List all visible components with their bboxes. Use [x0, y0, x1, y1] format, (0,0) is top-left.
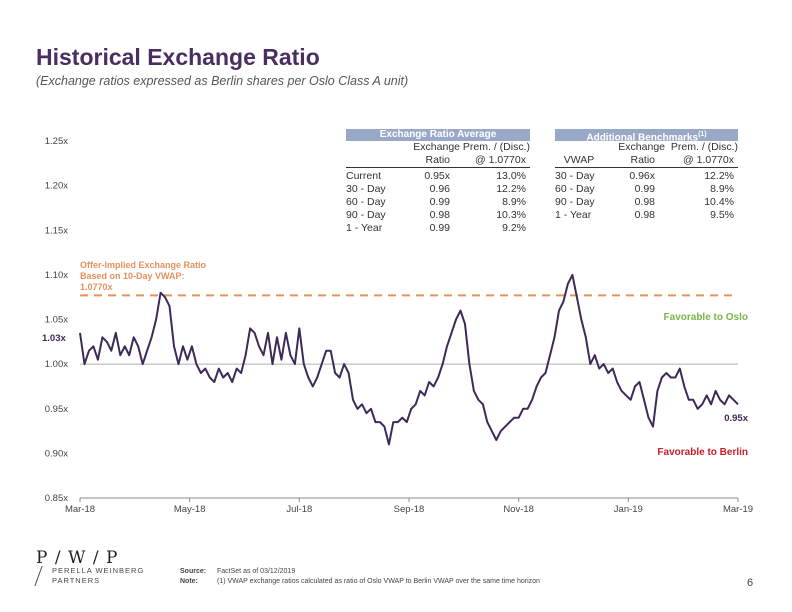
- x-tick-label: May-18: [174, 504, 206, 515]
- avg-ratio: 0.96: [429, 183, 450, 195]
- x-tick-label: Mar-19: [723, 504, 753, 515]
- x-tick-label: Sep-18: [394, 504, 425, 515]
- table-row: 60 - Day 0.99 8.9%: [555, 183, 738, 196]
- page-number: 6: [747, 577, 754, 589]
- exchange-ratio-series-line: [79, 273, 739, 446]
- col-ratio-bottom: Ratio: [630, 154, 655, 166]
- note-label: Note:: [180, 578, 198, 585]
- table-row: 60 - Day 0.99 8.9%: [346, 196, 530, 209]
- start-value-label: 1.03x: [42, 333, 66, 344]
- y-tick-label: 1.05x: [45, 315, 68, 326]
- favorable-to-berlin-label: Favorable to Berlin: [657, 447, 748, 458]
- favorable-to-oslo-label: Favorable to Oslo: [664, 312, 748, 323]
- col-ratio-bottom: Ratio: [425, 154, 450, 166]
- note-text: (1) VWAP exchange ratios calculated as r…: [217, 578, 540, 585]
- avg-prem: 13.0%: [496, 170, 526, 182]
- additional-benchmarks-table: Additional Benchmarks(1) Exchange Prem. …: [555, 129, 738, 222]
- bench-label: 90 - Day: [555, 196, 595, 208]
- avg-ratio: 0.99: [429, 222, 450, 234]
- table-row: 30 - Day 0.96x 12.2%: [555, 170, 738, 183]
- y-tick-label: 0.90x: [45, 448, 68, 459]
- y-tick-label: 1.20x: [45, 181, 68, 192]
- table-row: 90 - Day 0.98 10.3%: [346, 209, 530, 222]
- source-text: FactSet as of 03/12/2019: [217, 568, 296, 575]
- col-prem-top: Prem. / (Disc.): [462, 141, 530, 153]
- avg-prem: 10.3%: [496, 209, 526, 221]
- bench-label: 60 - Day: [555, 183, 595, 195]
- offer-label: Offer-Implied Exchange Ratio: [80, 260, 207, 270]
- bench-prem: 10.4%: [704, 196, 734, 208]
- table-right-heading: Additional Benchmarks(1): [555, 129, 738, 143]
- bench-ratio: 0.99: [634, 183, 655, 195]
- avg-ratio: 0.95x: [424, 170, 450, 182]
- offer-label: Based on 10-Day VWAP:: [80, 271, 185, 281]
- avg-label: 60 - Day: [346, 196, 386, 208]
- avg-ratio: 0.99: [429, 196, 450, 208]
- end-value-label: 0.95x: [724, 413, 748, 424]
- avg-label: 30 - Day: [346, 183, 386, 195]
- firm-name: PERELLA WEINBERG PARTNERS: [52, 566, 145, 585]
- page-title: Historical Exchange Ratio: [36, 44, 320, 70]
- y-tick-label: 0.95x: [45, 404, 68, 415]
- page-subtitle: (Exchange ratios expressed as Berlin sha…: [36, 74, 409, 88]
- y-tick-label: 1.15x: [45, 225, 68, 236]
- x-tick-label: Mar-18: [65, 504, 95, 515]
- avg-prem: 8.9%: [502, 196, 526, 208]
- col-prem-bottom: @ 1.0770x: [475, 154, 526, 166]
- avg-ratio: 0.98: [429, 209, 450, 221]
- col-ratio-top: Exchange: [618, 141, 665, 153]
- avg-label: 1 - Year: [346, 222, 383, 234]
- table-row: Current 0.95x 13.0%: [346, 170, 530, 183]
- bench-ratio: 0.96x: [629, 170, 655, 182]
- avg-label: 90 - Day: [346, 209, 386, 221]
- bench-ratio: 0.98: [634, 196, 655, 208]
- bench-prem: 12.2%: [704, 170, 734, 182]
- y-tick-label: 1.25x: [45, 136, 68, 147]
- offer-label: 1.0770x: [80, 282, 113, 292]
- avg-prem: 12.2%: [496, 183, 526, 195]
- y-tick-label: 1.00x: [45, 359, 68, 370]
- bench-label: 1 - Year: [555, 209, 592, 221]
- y-tick-label: 1.10x: [45, 270, 68, 281]
- exchange-ratio-average-table: Exchange Ratio Average Exchange Prem. / …: [346, 129, 530, 235]
- avg-label: Current: [346, 170, 382, 182]
- avg-prem: 9.2%: [502, 222, 526, 234]
- table-row: 90 - Day 0.98 10.4%: [555, 196, 738, 209]
- bench-ratio: 0.98: [634, 209, 655, 221]
- bench-prem: 9.5%: [710, 209, 734, 221]
- bench-prem: 8.9%: [710, 183, 734, 195]
- pwp-logo: P / W / P: [36, 548, 119, 568]
- table-row: 30 - Day 0.96 12.2%: [346, 183, 530, 196]
- x-tick-label: Jan-19: [614, 504, 643, 515]
- col-prem-bottom: @ 1.0770x: [683, 154, 734, 166]
- table-left-heading: Exchange Ratio Average: [346, 129, 530, 141]
- x-tick-label: Jul-18: [286, 504, 312, 515]
- x-tick-label: Nov-18: [503, 504, 534, 515]
- bench-label: 30 - Day: [555, 170, 595, 182]
- y-tick-label: 0.85x: [45, 493, 68, 504]
- source-label: Source:: [180, 568, 207, 575]
- table-row: 1 - Year 0.99 9.2%: [346, 222, 530, 235]
- col-ratio-top: Exchange: [413, 141, 460, 153]
- col-prem-top: Prem. / (Disc.): [670, 141, 738, 153]
- table-row: 1 - Year 0.98 9.5%: [555, 209, 738, 222]
- col-vwap-label: VWAP: [563, 154, 595, 166]
